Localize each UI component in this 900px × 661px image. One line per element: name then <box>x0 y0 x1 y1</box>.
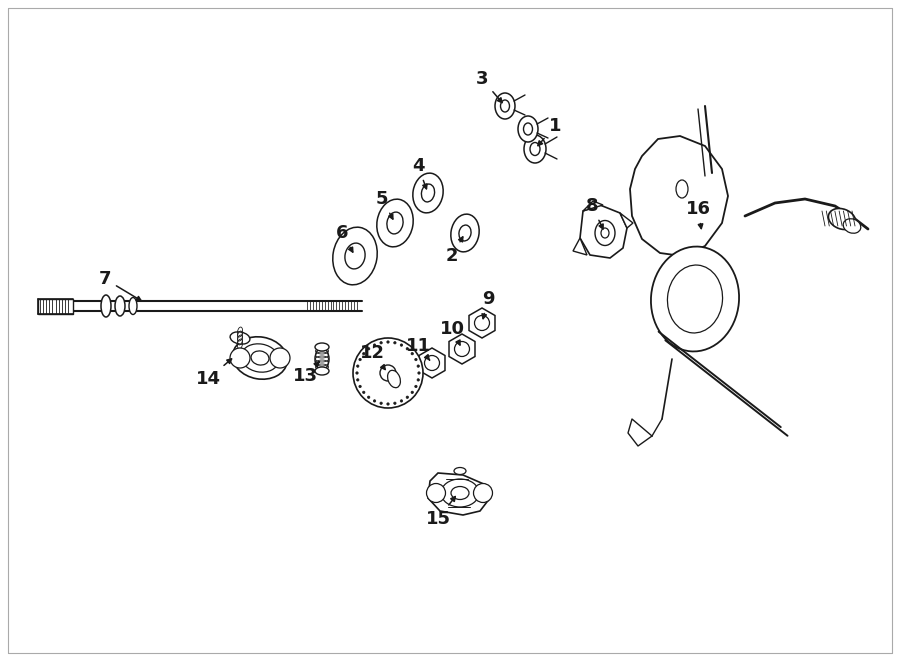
Circle shape <box>473 483 492 502</box>
Text: 3: 3 <box>476 70 502 102</box>
Ellipse shape <box>115 296 125 316</box>
Polygon shape <box>573 238 587 255</box>
Circle shape <box>363 391 365 393</box>
Circle shape <box>406 396 409 399</box>
Ellipse shape <box>441 479 479 507</box>
Polygon shape <box>428 473 490 515</box>
Text: 4: 4 <box>412 157 427 189</box>
Polygon shape <box>449 334 475 364</box>
Ellipse shape <box>345 243 365 269</box>
Circle shape <box>411 391 413 393</box>
Circle shape <box>356 379 359 381</box>
Ellipse shape <box>377 199 413 247</box>
Ellipse shape <box>230 332 250 344</box>
Text: 12: 12 <box>359 344 385 369</box>
Circle shape <box>418 371 420 374</box>
Circle shape <box>415 385 417 387</box>
Circle shape <box>474 315 490 330</box>
Ellipse shape <box>601 228 609 238</box>
Text: 16: 16 <box>686 200 710 229</box>
Circle shape <box>359 385 361 387</box>
Ellipse shape <box>524 135 546 163</box>
Ellipse shape <box>668 265 723 333</box>
Circle shape <box>400 400 402 402</box>
Polygon shape <box>630 136 728 256</box>
Ellipse shape <box>129 297 137 315</box>
Ellipse shape <box>524 123 533 135</box>
Ellipse shape <box>241 344 279 372</box>
Ellipse shape <box>676 180 688 198</box>
Circle shape <box>270 348 290 368</box>
Ellipse shape <box>451 486 469 500</box>
Ellipse shape <box>843 219 860 233</box>
Ellipse shape <box>495 93 515 119</box>
Ellipse shape <box>315 343 329 351</box>
Ellipse shape <box>651 247 739 352</box>
Circle shape <box>393 402 396 405</box>
Ellipse shape <box>388 370 400 388</box>
Ellipse shape <box>518 116 538 142</box>
Text: 1: 1 <box>538 117 562 145</box>
Text: 9: 9 <box>482 290 494 319</box>
Ellipse shape <box>828 208 856 229</box>
Circle shape <box>380 365 396 381</box>
Ellipse shape <box>233 336 287 379</box>
Circle shape <box>400 344 402 346</box>
Circle shape <box>387 403 389 405</box>
Text: 15: 15 <box>426 496 455 528</box>
Ellipse shape <box>459 225 471 241</box>
Circle shape <box>454 342 470 356</box>
Text: 5: 5 <box>376 190 393 219</box>
Circle shape <box>359 358 361 361</box>
Circle shape <box>374 400 375 402</box>
Circle shape <box>374 344 375 346</box>
Text: 14: 14 <box>195 359 231 388</box>
Ellipse shape <box>595 221 615 245</box>
Circle shape <box>387 341 389 343</box>
Circle shape <box>415 358 417 361</box>
Circle shape <box>427 483 446 502</box>
Text: 13: 13 <box>292 362 320 385</box>
Polygon shape <box>583 201 603 211</box>
Text: 8: 8 <box>586 197 603 229</box>
Circle shape <box>406 348 409 350</box>
Polygon shape <box>419 348 445 378</box>
Circle shape <box>380 342 382 344</box>
Ellipse shape <box>530 143 540 155</box>
Circle shape <box>356 365 359 368</box>
Circle shape <box>380 402 382 405</box>
Text: 2: 2 <box>446 237 463 265</box>
Circle shape <box>411 352 413 355</box>
Text: 11: 11 <box>406 337 430 360</box>
Ellipse shape <box>500 100 509 112</box>
Circle shape <box>417 379 419 381</box>
Circle shape <box>367 348 370 350</box>
Polygon shape <box>38 299 73 313</box>
Ellipse shape <box>101 295 111 317</box>
Ellipse shape <box>315 367 329 375</box>
Circle shape <box>367 396 370 399</box>
Text: 7: 7 <box>99 270 141 301</box>
Ellipse shape <box>251 351 269 365</box>
Ellipse shape <box>454 467 466 475</box>
Circle shape <box>353 338 423 408</box>
Circle shape <box>425 356 439 371</box>
Polygon shape <box>580 205 627 258</box>
Polygon shape <box>469 308 495 338</box>
Circle shape <box>393 342 396 344</box>
Ellipse shape <box>387 212 403 234</box>
Circle shape <box>230 348 250 368</box>
Ellipse shape <box>421 184 435 202</box>
Text: 10: 10 <box>439 320 464 345</box>
Ellipse shape <box>451 214 479 252</box>
Circle shape <box>356 371 358 374</box>
Circle shape <box>417 365 419 368</box>
Polygon shape <box>620 213 633 228</box>
Ellipse shape <box>333 227 377 285</box>
Ellipse shape <box>413 173 443 213</box>
Text: 6: 6 <box>336 224 353 252</box>
Ellipse shape <box>315 348 329 370</box>
Circle shape <box>363 352 365 355</box>
